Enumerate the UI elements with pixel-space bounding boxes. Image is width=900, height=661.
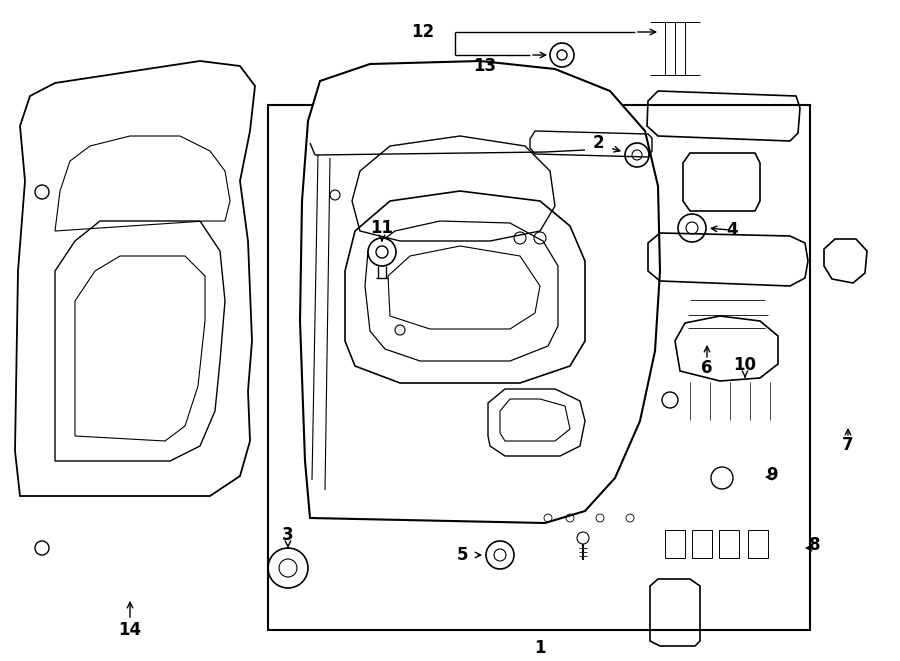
Text: 4: 4 [726,221,738,239]
Bar [719,530,739,558]
Text: 13: 13 [473,57,497,75]
Bar [268,105,810,630]
Text: 7: 7 [842,436,854,454]
Text: 1: 1 [535,639,545,657]
Text: 5: 5 [456,546,468,564]
Text: 3: 3 [283,526,293,544]
Text: 11: 11 [371,219,393,237]
Text: 9: 9 [766,466,778,484]
Bar [692,530,712,558]
Polygon shape [55,221,225,461]
Text: 8: 8 [809,536,821,554]
Text: 12: 12 [411,23,435,41]
Text: 2: 2 [592,134,604,152]
Text: 14: 14 [119,621,141,639]
Text: 10: 10 [734,356,757,374]
Polygon shape [15,61,255,496]
Bar [665,530,685,558]
Polygon shape [300,61,660,523]
Circle shape [368,238,396,266]
Text: 6: 6 [701,359,713,377]
Bar [748,530,768,558]
